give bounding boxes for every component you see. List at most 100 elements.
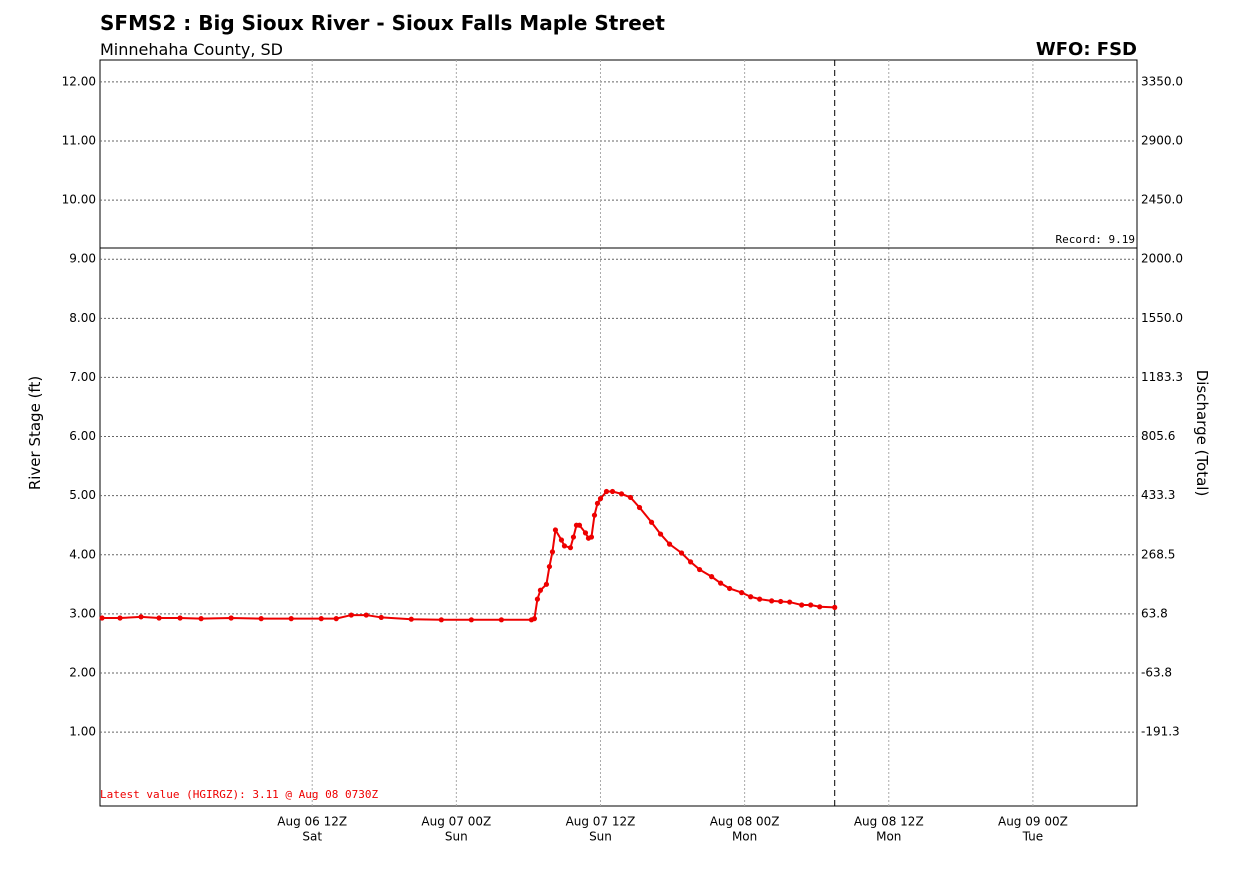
x-tick-day: Sun	[445, 830, 468, 844]
data-point	[99, 615, 105, 621]
y2-tick-label: 1550.0	[1141, 311, 1183, 325]
data-point	[378, 614, 384, 621]
data-point	[666, 541, 673, 547]
data-point	[537, 587, 544, 593]
y2-tick-label: 433.3	[1141, 488, 1175, 502]
record-label: Record: 9.19	[1056, 233, 1135, 246]
data-point	[648, 519, 655, 525]
x-tick-label: Aug 07 00Z	[421, 815, 491, 829]
data-point	[591, 512, 598, 518]
data-point	[318, 616, 324, 622]
data-point	[288, 616, 294, 622]
data-point	[468, 617, 474, 623]
data-point	[678, 550, 685, 556]
x-tick-day: Sun	[589, 830, 612, 844]
data-point	[627, 494, 634, 501]
x-tick-day: Mon	[876, 830, 901, 844]
data-point	[531, 616, 538, 622]
data-point	[748, 594, 754, 600]
data-point	[636, 504, 643, 511]
y-tick-label: 10.00	[62, 193, 96, 207]
latest-value-note: Latest value (HGIRGZ): 3.11 @ Aug 08 073…	[100, 788, 379, 801]
x-tick-day: Mon	[732, 830, 757, 844]
data-point	[657, 531, 664, 537]
data-point	[549, 549, 556, 555]
y2-tick-label: -191.3	[1141, 725, 1180, 739]
data-point	[546, 563, 553, 570]
data-point	[570, 534, 577, 540]
data-point	[552, 527, 559, 533]
data-point	[408, 616, 414, 622]
data-point	[769, 598, 775, 604]
data-point	[817, 604, 823, 610]
data-point	[198, 616, 204, 622]
y2-tick-label: 63.8	[1141, 606, 1168, 620]
series-line	[102, 490, 835, 621]
data-point	[787, 599, 793, 605]
data-point	[582, 530, 589, 536]
data-point	[696, 566, 703, 573]
data-point	[561, 543, 568, 549]
data-point	[156, 615, 162, 621]
data-point	[498, 617, 504, 623]
data-point	[363, 612, 369, 618]
x-tick-day: Tue	[1022, 830, 1044, 844]
y-tick-label: 2.00	[69, 665, 96, 679]
y2-tick-label: 2900.0	[1141, 133, 1183, 147]
y-tick-label: 8.00	[69, 311, 96, 325]
y2-tick-label: 2000.0	[1141, 252, 1183, 266]
data-point	[177, 615, 183, 621]
chart-title: SFMS2 : Big Sioux River - Sioux Falls Ma…	[100, 11, 665, 35]
data-point	[588, 534, 595, 540]
y-tick-label: 12.00	[62, 74, 96, 88]
y-tick-label: 1.00	[69, 725, 96, 739]
y2-tick-label: 805.6	[1141, 429, 1175, 443]
y-tick-label: 4.00	[69, 547, 96, 561]
x-tick-label: Aug 09 00Z	[998, 815, 1068, 829]
y-tick-label: 6.00	[69, 429, 96, 443]
y-tick-label: 5.00	[69, 488, 96, 502]
data-point	[717, 580, 724, 586]
y2-tick-label: 268.5	[1141, 547, 1175, 561]
data-point	[138, 614, 144, 620]
data-point	[576, 522, 583, 528]
data-point	[333, 616, 339, 622]
y2-tick-label: 1183.3	[1141, 370, 1183, 384]
x-tick-label: Aug 07 12Z	[566, 815, 636, 829]
data-point	[348, 612, 354, 618]
y-tick-label: 7.00	[69, 370, 96, 384]
data-point	[618, 491, 625, 497]
data-point	[609, 488, 616, 495]
data-point	[799, 602, 805, 608]
data-point	[708, 574, 715, 580]
x-tick-day: Sat	[302, 830, 322, 844]
y2-tick-label: 2450.0	[1141, 193, 1183, 207]
x-tick-label: Aug 06 12Z	[277, 815, 347, 829]
data-point	[687, 559, 694, 565]
y-tick-label: 3.00	[69, 606, 96, 620]
office-label: WFO: FSD	[1036, 39, 1137, 60]
data-point	[594, 500, 601, 506]
y2-tick-label: 3350.0	[1141, 74, 1183, 88]
data-point	[558, 537, 565, 543]
data-point	[727, 585, 733, 592]
chart-subtitle: Minnehaha County, SD	[100, 40, 283, 59]
data-point	[534, 596, 541, 602]
y-tick-label: 11.00	[62, 133, 96, 147]
data-point	[603, 488, 610, 495]
data-point	[808, 602, 814, 608]
plot-frame	[99, 59, 1138, 807]
x-tick-label: Aug 08 00Z	[710, 815, 780, 829]
data-point	[543, 581, 550, 587]
data-point	[757, 596, 763, 602]
y-axis-title: River Stage (ft)	[26, 376, 44, 490]
data-point	[117, 615, 123, 621]
data-point	[832, 604, 838, 610]
data-point	[739, 590, 745, 596]
y-tick-label: 9.00	[69, 252, 96, 266]
data-point	[228, 615, 234, 621]
y2-tick-label: -63.8	[1141, 665, 1172, 679]
data-point	[258, 616, 264, 622]
